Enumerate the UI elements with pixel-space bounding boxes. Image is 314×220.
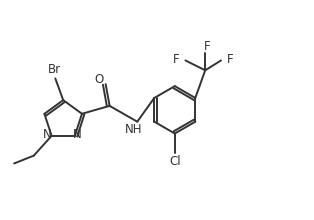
Text: O: O [94,73,103,86]
Text: F: F [227,53,233,66]
Text: F: F [173,53,180,66]
Text: Cl: Cl [169,155,181,168]
Text: F: F [204,40,210,53]
Text: Br: Br [48,63,61,76]
Text: NH: NH [125,123,142,136]
Text: N: N [73,128,81,141]
Text: N: N [43,128,52,141]
